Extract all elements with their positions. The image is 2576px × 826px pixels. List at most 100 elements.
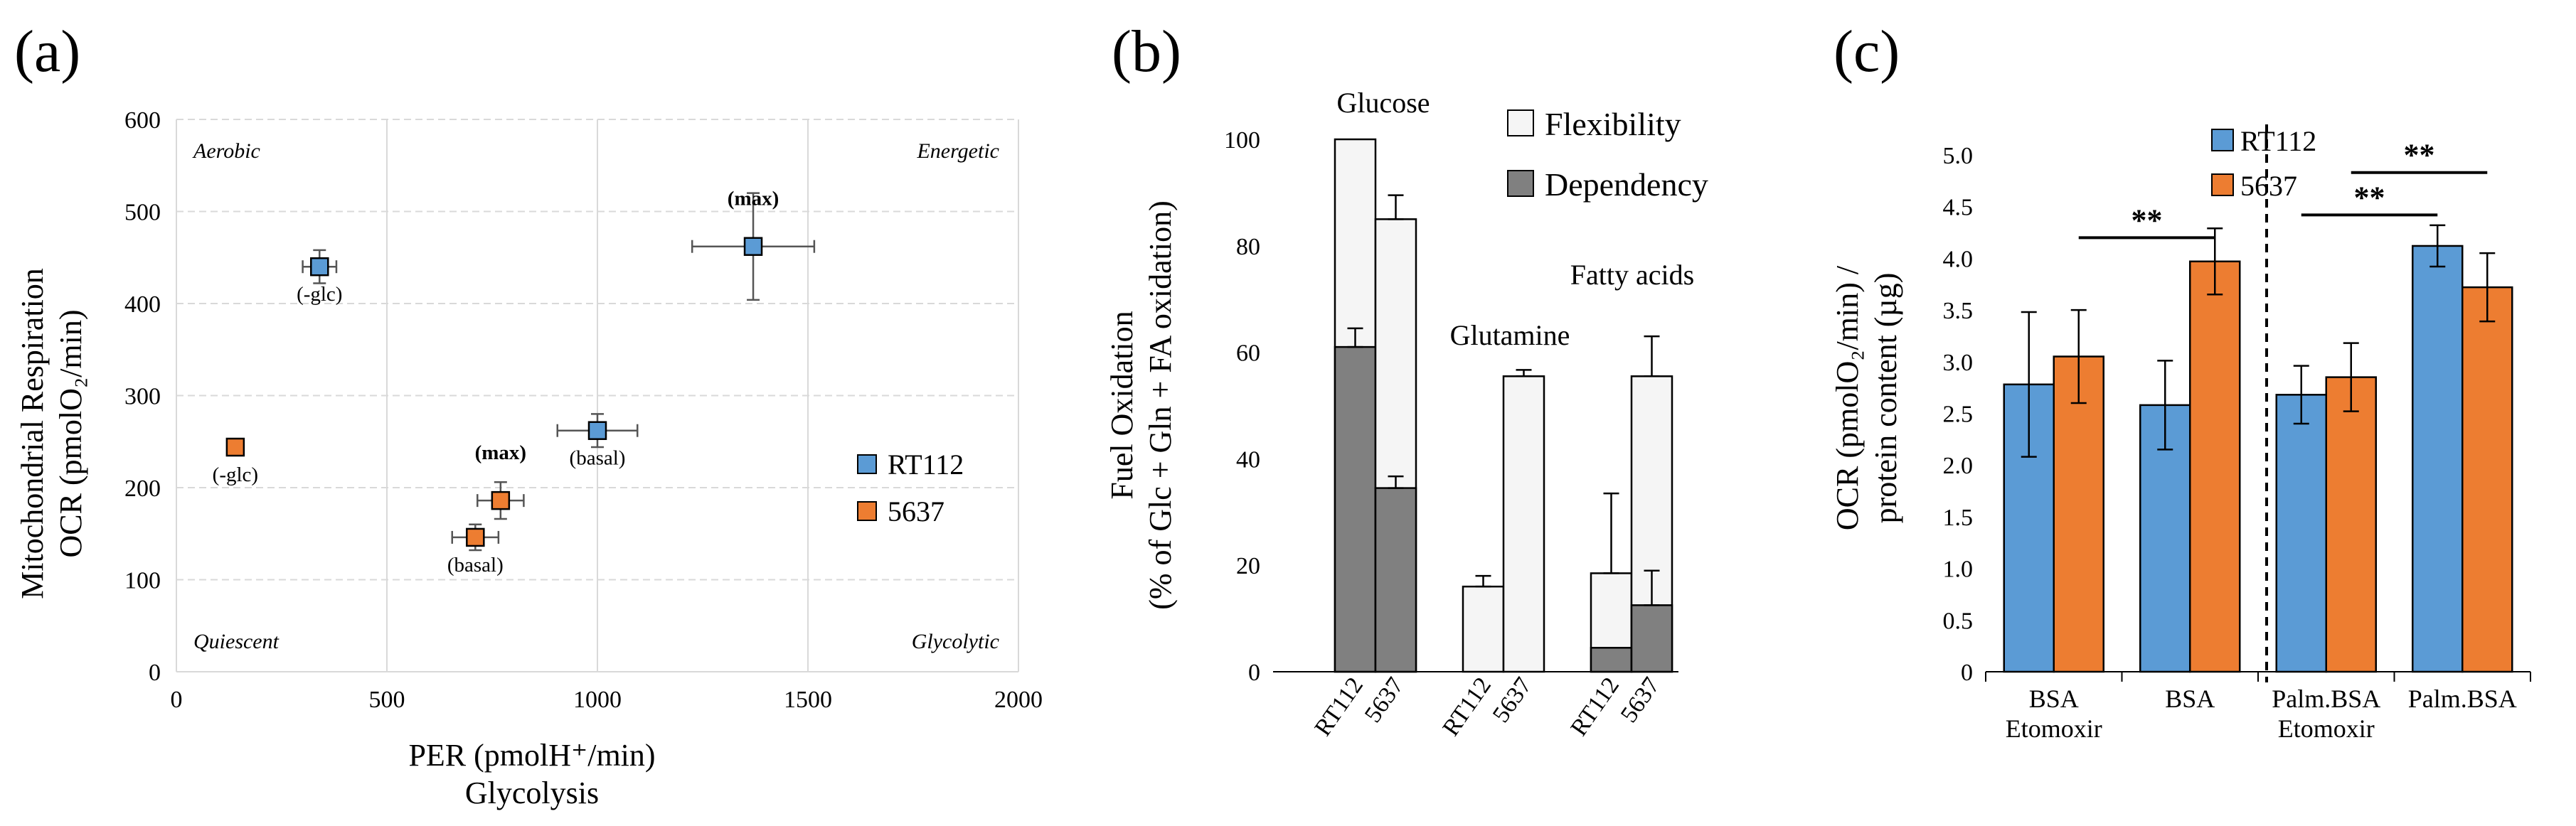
b-bar-flexibility <box>1502 375 1545 673</box>
b-ytick-label: 20 <box>1236 553 1260 579</box>
a-point-RT112: (basal) <box>556 413 639 470</box>
a-marker-RT112 <box>310 257 329 277</box>
quadrant-aerobic: Aerobic <box>192 139 260 163</box>
a-ytick-label: 100 <box>124 568 161 594</box>
c-bar-RT112 <box>2412 245 2464 673</box>
b-bar-dependency <box>1374 487 1417 673</box>
b-ytick-label: 60 <box>1236 340 1260 367</box>
b-xtick-label: RT112 <box>1309 672 1368 741</box>
panel-c-bars <box>2003 224 2513 673</box>
c-bar-RT112 <box>2275 394 2327 673</box>
panel-a-axes <box>176 119 1018 672</box>
a-point-label: (basal) <box>447 554 504 576</box>
panel-c-ylabel2: protein content (µg) <box>1868 273 1903 524</box>
a-marker-RT112 <box>743 237 763 256</box>
a-marker-5637 <box>491 490 511 510</box>
b-bar-flexibility <box>1462 585 1505 673</box>
c-ytick-label: 4.5 <box>1943 195 1974 221</box>
b-xtick-label: 5637 <box>1488 672 1537 727</box>
c-ytick-label: 3.5 <box>1943 298 1974 324</box>
c-sig-label: ** <box>2404 138 2435 173</box>
panel-a-ylabel: Mitochondrial Respiration <box>15 268 50 599</box>
panel-b-label: (b) <box>1112 18 1181 85</box>
panel-c: (c) 00.51.01.52.02.53.03.54.04.55.0 BSAE… <box>1830 18 2531 743</box>
b-ytick-label: 40 <box>1236 446 1260 473</box>
b-ytick-label: 100 <box>1224 127 1260 154</box>
a-marker-5637 <box>225 437 245 457</box>
quadrant-energetic: Energetic <box>916 139 999 163</box>
legend-swatch-5637-c <box>2211 173 2234 196</box>
a-xtick-label: 500 <box>369 687 405 713</box>
b-bar-dependency <box>1630 604 1673 673</box>
c-ytick-label: 0 <box>1961 660 1973 686</box>
panel-a-label: (a) <box>14 18 80 85</box>
c-category-label: Etomoxir <box>2006 714 2102 743</box>
a-ytick-label: 200 <box>124 476 161 502</box>
b-xtick-label: RT112 <box>1565 672 1624 741</box>
a-xtick-label: 1000 <box>573 687 622 713</box>
panel-c-significance: ** ** ** <box>2078 138 2488 240</box>
panel-c-legend: RT112 5637 <box>2211 125 2316 202</box>
panel-c-ticks: 0 0.5 1.0 1.5 2.0 2.5 3.0 3.5 4.0 4.5 5.0 <box>1943 143 1974 686</box>
c-ytick-label: 3.0 <box>1943 350 1974 376</box>
group-label-glucose: Glucose <box>1336 87 1430 119</box>
c-sig-label: ** <box>2131 203 2163 237</box>
a-marker-5637 <box>466 527 485 547</box>
panel-a-ticks: 0 100 200 300 400 500 600 0 500 1000 1500 2000 <box>124 107 1043 713</box>
a-point-label: (max) <box>475 441 526 464</box>
c-category-label: Etomoxir <box>2278 714 2375 743</box>
group-label-fatty-acids: Fatty acids <box>1570 259 1694 291</box>
b-xtick-label: RT112 <box>1437 672 1496 741</box>
c-ytick-label: 0.5 <box>1943 608 1974 634</box>
c-bar-5637 <box>2461 286 2513 673</box>
legend-swatch-rt112 <box>857 454 877 474</box>
panel-a-xlabel: PER (pmolH⁺/min) <box>408 738 655 773</box>
c-ytick-label: 5.0 <box>1943 143 1974 169</box>
legend-label-5637: 5637 <box>888 495 944 527</box>
legend-label-rt112-c: RT112 <box>2240 125 2316 157</box>
b-ytick-label: 80 <box>1236 234 1260 260</box>
a-ytick-label: 500 <box>124 200 161 226</box>
c-ytick-label: 2.0 <box>1943 453 1974 479</box>
a-xtick-label: 2000 <box>994 687 1043 713</box>
c-category-label: Palm.BSA <box>2408 685 2517 713</box>
c-bar-5637 <box>2189 260 2241 673</box>
a-point-RT112: (-glc) <box>297 249 342 306</box>
panel-a-legend: RT112 5637 <box>857 449 964 527</box>
panel-c-axes <box>1985 671 2531 682</box>
panel-a-xlabel2: Glycolysis <box>465 776 599 810</box>
a-point-5637: (max) <box>475 441 526 520</box>
a-marker-RT112 <box>587 421 607 440</box>
a-point-label: (max) <box>728 188 779 210</box>
panel-b-bars <box>1334 138 1673 673</box>
legend-swatch-dependency <box>1507 170 1534 197</box>
c-ytick-label: 4.0 <box>1943 246 1974 272</box>
panel-b-legend: Flexibility Dependency <box>1507 106 1708 203</box>
legend-swatch-rt112-c <box>2211 129 2234 151</box>
b-xtick-label: 5637 <box>1360 672 1409 727</box>
legend-label-rt112: RT112 <box>888 449 964 481</box>
panel-b-ylabel: Fuel Oxidation <box>1105 311 1139 499</box>
c-category-label: BSA <box>2029 685 2079 713</box>
b-xtick-label: 5637 <box>1616 672 1665 727</box>
a-point-label: (-glc) <box>213 463 258 486</box>
a-point-5637: (-glc) <box>213 437 258 486</box>
a-point-RT112: (max) <box>691 188 816 301</box>
panel-c-ylabel: OCR (pmolO₂/min) / <box>1830 265 1865 530</box>
c-ytick-label: 2.5 <box>1943 402 1974 428</box>
c-bar-5637 <box>2325 376 2377 673</box>
legend-swatch-5637 <box>857 501 877 521</box>
panel-b-ylabel2: (% of Glc + Gln + FA oxidation) <box>1143 200 1178 610</box>
c-category-label: BSA <box>2165 685 2215 713</box>
panel-a-grid <box>176 119 1019 672</box>
a-point-label: (basal) <box>570 447 626 470</box>
a-xtick-label: 1500 <box>784 687 832 713</box>
a-point-label: (-glc) <box>297 283 342 306</box>
b-bar-dependency <box>1334 345 1377 673</box>
a-xtick-label: 0 <box>171 687 183 713</box>
quadrant-quiescent: Quiescent <box>193 630 280 653</box>
quadrant-glycolytic: Glycolytic <box>912 630 999 653</box>
